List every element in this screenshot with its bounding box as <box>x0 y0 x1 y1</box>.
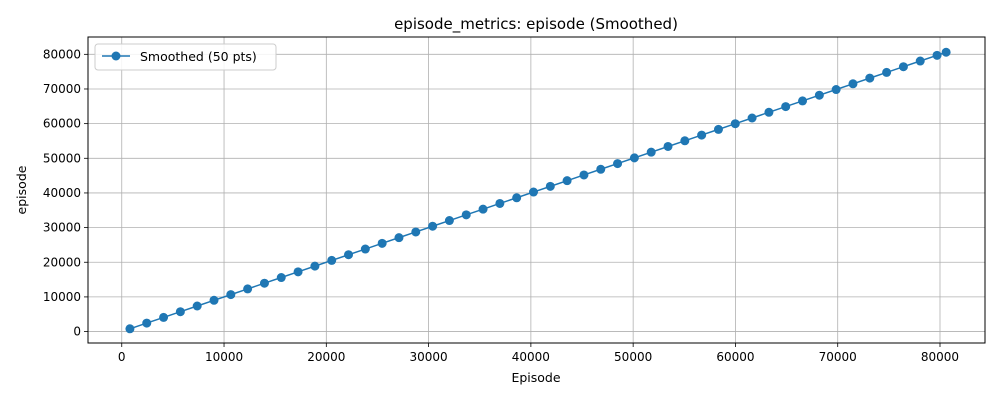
data-point <box>293 267 303 277</box>
x-tick-label: 10000 <box>205 350 243 364</box>
series-layer <box>125 47 951 334</box>
data-point <box>747 113 757 123</box>
data-point <box>545 181 555 191</box>
y-tick-label: 20000 <box>43 255 81 269</box>
data-point <box>159 312 169 322</box>
x-axis-ticks: 0 10000 20000 30000 40000 50000 60000 70000 8000… <box>118 343 959 364</box>
data-point <box>865 73 875 83</box>
data-point <box>646 147 656 157</box>
y-tick-label: 40000 <box>43 186 81 200</box>
data-point <box>781 102 791 112</box>
data-point <box>125 324 135 334</box>
data-point <box>579 170 589 180</box>
data-point <box>814 90 824 100</box>
chart-title: episode_metrics: episode (Smoothed) <box>394 15 678 34</box>
data-point <box>764 107 774 117</box>
data-point <box>596 164 606 174</box>
data-point <box>428 221 438 231</box>
data-point <box>528 187 538 197</box>
y-axis-ticks: 0 10000 20000 30000 40000 50000 60000 70000 8000… <box>43 47 88 339</box>
data-point <box>259 278 269 288</box>
data-point <box>932 50 942 60</box>
data-point <box>478 204 488 214</box>
data-point <box>243 284 253 294</box>
data-point <box>848 79 858 89</box>
data-point <box>411 227 421 237</box>
data-point <box>629 153 639 163</box>
data-point <box>360 244 370 254</box>
data-point <box>898 62 908 72</box>
data-point <box>512 193 522 203</box>
data-point <box>142 318 152 328</box>
x-tick-label: 80000 <box>921 350 959 364</box>
x-tick-label: 0 <box>118 350 126 364</box>
y-tick-label: 0 <box>73 325 81 339</box>
data-point <box>915 56 925 66</box>
data-point <box>310 261 320 271</box>
legend: Smoothed (50 pts) <box>94 43 277 71</box>
data-point <box>344 250 354 260</box>
data-point <box>327 255 337 265</box>
data-point <box>377 238 387 248</box>
data-point <box>394 233 404 243</box>
data-point <box>680 136 690 146</box>
data-point <box>697 130 707 140</box>
data-point <box>276 273 286 283</box>
data-point <box>209 295 219 305</box>
x-tick-label: 60000 <box>716 350 754 364</box>
y-tick-label: 30000 <box>43 221 81 235</box>
data-point <box>713 124 723 134</box>
data-point <box>882 67 892 77</box>
y-tick-label: 50000 <box>43 151 81 165</box>
x-tick-label: 70000 <box>819 350 857 364</box>
data-point <box>730 119 740 129</box>
y-tick-label: 60000 <box>43 117 81 131</box>
data-point <box>663 141 673 151</box>
y-axis-title: episode <box>14 165 29 214</box>
data-point <box>175 307 185 317</box>
data-point <box>444 216 454 226</box>
data-point <box>562 176 572 186</box>
y-tick-label: 70000 <box>43 82 81 96</box>
y-tick-label: 80000 <box>43 47 81 61</box>
data-point <box>192 301 202 311</box>
x-axis-title: Episode <box>511 370 560 385</box>
data-point <box>831 85 841 95</box>
plot-frame <box>87 36 986 344</box>
data-point <box>798 96 808 106</box>
data-point <box>613 159 623 169</box>
data-point <box>461 210 471 220</box>
data-point <box>495 198 505 208</box>
legend-marker-swatch <box>111 51 121 61</box>
x-tick-label: 50000 <box>614 350 652 364</box>
x-tick-label: 40000 <box>512 350 550 364</box>
data-point <box>941 47 951 57</box>
legend-label: Smoothed (50 pts) <box>140 49 257 64</box>
x-tick-label: 20000 <box>307 350 345 364</box>
data-point <box>226 290 236 300</box>
x-tick-label: 30000 <box>410 350 448 364</box>
legend-box <box>94 43 277 71</box>
y-tick-label: 10000 <box>43 290 81 304</box>
series-line <box>129 51 947 330</box>
